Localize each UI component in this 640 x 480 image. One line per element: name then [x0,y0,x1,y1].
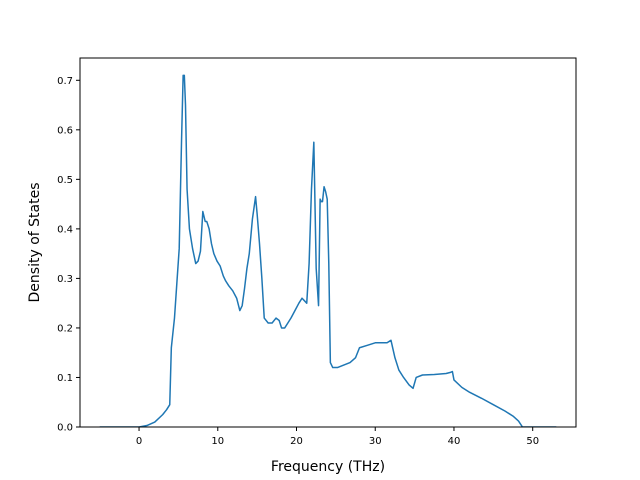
y-axis-ticks: 0.0 0.1 0.2 0.3 0.4 0.5 0.6 0.7 [57,76,80,434]
x-tick-label: 40 [448,436,461,447]
plot-area [99,74,557,427]
y-tick-label: 0.0 [57,423,73,434]
x-tick-label: 10 [211,436,224,447]
y-tick-label: 0.7 [57,76,73,87]
x-axis-ticks: 0 10 20 30 40 50 [136,427,539,447]
y-tick-label: 0.6 [57,125,73,136]
x-axis-label: Frequency (THz) [271,459,385,475]
y-tick-label: 0.4 [57,224,73,235]
x-tick-label: 50 [526,436,539,447]
x-tick-label: 0 [136,436,142,447]
x-tick-label: 30 [369,436,382,447]
y-tick-label: 0.1 [57,373,73,384]
axes-frame [79,57,577,428]
y-tick-label: 0.3 [57,274,73,285]
x-tick-label: 20 [290,436,303,447]
dos-series-line [99,74,557,427]
y-tick-label: 0.2 [57,323,73,334]
y-axis-label: Density of States [27,183,43,303]
y-tick-label: 0.5 [57,175,73,186]
